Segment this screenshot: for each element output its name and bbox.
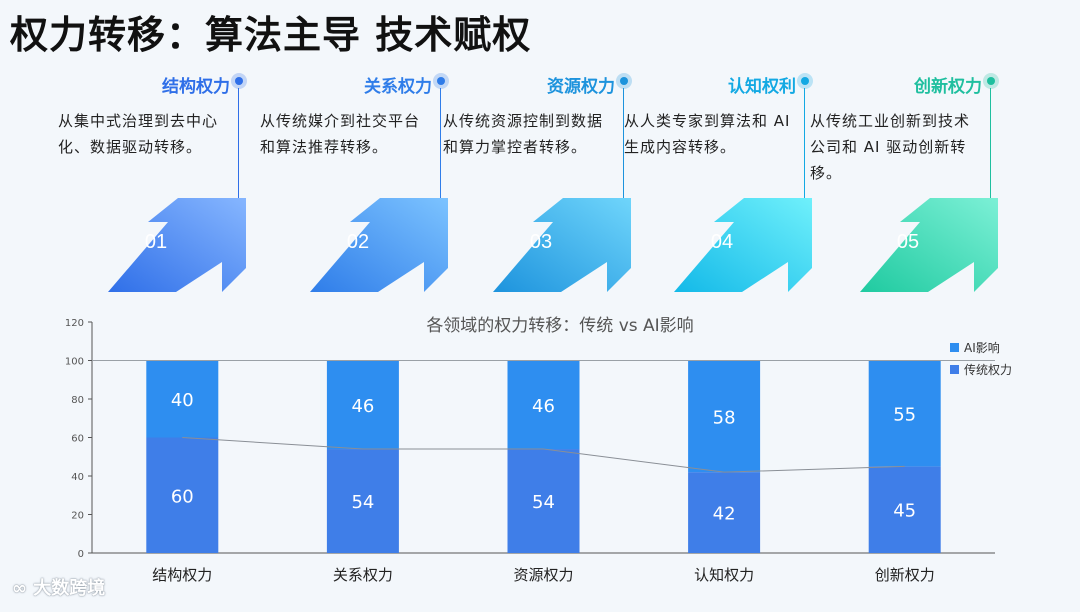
arrow-icon	[860, 198, 998, 292]
step-description: 从传统媒介到社交平台和算法推荐转移。	[260, 112, 421, 156]
step-dot-icon	[797, 73, 813, 89]
y-tick-label: 40	[71, 472, 84, 483]
legend-swatch	[950, 343, 959, 352]
step-connector-line	[440, 88, 441, 200]
watermark: ∞ 大数跨境	[12, 574, 105, 600]
x-tick-label: 资源权力	[513, 566, 573, 584]
bar-label-ai: 55	[893, 404, 916, 425]
bar-label-traditional: 60	[171, 486, 194, 507]
step-dot-icon	[433, 73, 449, 89]
step-connector-line	[804, 88, 805, 200]
bar-ai	[146, 360, 219, 438]
step-5: 创新权力从传统工业创新到技术公司和 AI 驱动创新转移。 05	[810, 68, 1010, 298]
step-label: 创新权力	[914, 77, 982, 97]
bar-label-ai: 58	[713, 407, 736, 428]
y-tick-label: 60	[71, 434, 84, 445]
arrow-icon	[674, 198, 812, 292]
legend-label: AI影响	[964, 340, 1000, 355]
traditional-trend-line	[182, 437, 905, 473]
step-connector-line	[990, 88, 991, 200]
arrow-icon	[108, 198, 246, 292]
bar-ai	[868, 360, 941, 467]
step-description: 从人类专家到算法和 AI 生成内容转移。	[624, 112, 791, 156]
legend-label: 传统权力	[964, 362, 1012, 377]
watermark-logo-icon: ∞	[12, 578, 34, 599]
step-2: 关系权力从传统媒介到社交平台和算法推荐转移。 02	[260, 68, 460, 298]
bar-traditional	[688, 472, 761, 553]
bar-traditional	[507, 449, 580, 553]
stacked-bar-chart: 各领域的权力转移：传统 vs AI影响 0 20 40 60 80 100 120 60 40 结构…	[0, 310, 1080, 608]
arrow-icon	[310, 198, 448, 292]
step-number: 03	[529, 231, 553, 253]
step-number: 01	[144, 231, 168, 253]
bar-label-ai: 46	[532, 396, 555, 417]
bar-label-ai: 46	[351, 396, 374, 417]
x-tick-label: 关系权力	[333, 566, 393, 584]
step-1: 结构权力从集中式治理到去中心化、数据驱动转移。 01	[58, 68, 258, 298]
bar-label-traditional: 42	[713, 504, 736, 525]
bar-label-traditional: 54	[532, 492, 555, 513]
bar-ai	[326, 360, 399, 450]
y-tick-label: 0	[78, 549, 84, 560]
bar-ai	[507, 360, 580, 450]
chart-svg: 各领域的权力转移：传统 vs AI影响 0 20 40 60 80 100 120 60 40 结构…	[65, 316, 1012, 584]
step-label: 认知权利	[728, 77, 796, 97]
step-label: 资源权力	[547, 77, 615, 97]
bar-traditional	[868, 466, 941, 553]
bar-traditional	[326, 449, 399, 553]
y-tick-label: 80	[71, 395, 84, 406]
step-dot-icon	[231, 73, 247, 89]
y-tick-label: 120	[65, 318, 84, 329]
step-dot-icon	[983, 73, 999, 89]
arrow-icon	[493, 198, 631, 292]
legend-swatch	[950, 365, 959, 374]
step-connector-line	[238, 88, 239, 200]
step-connector-line	[623, 88, 624, 200]
step-description: 从传统资源控制到数据和算力掌控者转移。	[443, 112, 604, 156]
x-tick-label: 认知权力	[694, 566, 754, 584]
x-tick-label: 创新权力	[875, 566, 935, 584]
step-description: 从传统工业创新到技术公司和 AI 驱动创新转移。	[810, 112, 971, 182]
step-number: 02	[346, 231, 370, 253]
bar-label-ai: 40	[171, 390, 194, 411]
step-number: 04	[710, 231, 734, 253]
step-description: 从集中式治理到去中心化、数据驱动转移。	[58, 112, 219, 156]
step-dot-icon	[616, 73, 632, 89]
bar-label-traditional: 45	[893, 501, 916, 522]
step-number: 05	[896, 231, 920, 253]
step-label: 结构权力	[162, 77, 230, 97]
step-4: 认知权利从人类专家到算法和 AI 生成内容转移。 04	[624, 68, 824, 298]
watermark-text: 大数跨境	[33, 578, 106, 599]
page-title: 权力转移：算法主导 技术赋权	[10, 13, 532, 57]
bar-label-traditional: 54	[351, 492, 374, 513]
chart-title: 各领域的权力转移：传统 vs AI影响	[426, 316, 693, 336]
bar-ai	[688, 360, 761, 473]
y-tick-label: 100	[65, 357, 84, 368]
bar-traditional	[146, 437, 219, 553]
step-label: 关系权力	[364, 77, 432, 97]
y-tick-label: 20	[71, 511, 84, 522]
x-tick-label: 结构权力	[152, 566, 212, 584]
step-3: 资源权力从传统资源控制到数据和算力掌控者转移。 03	[443, 68, 643, 298]
